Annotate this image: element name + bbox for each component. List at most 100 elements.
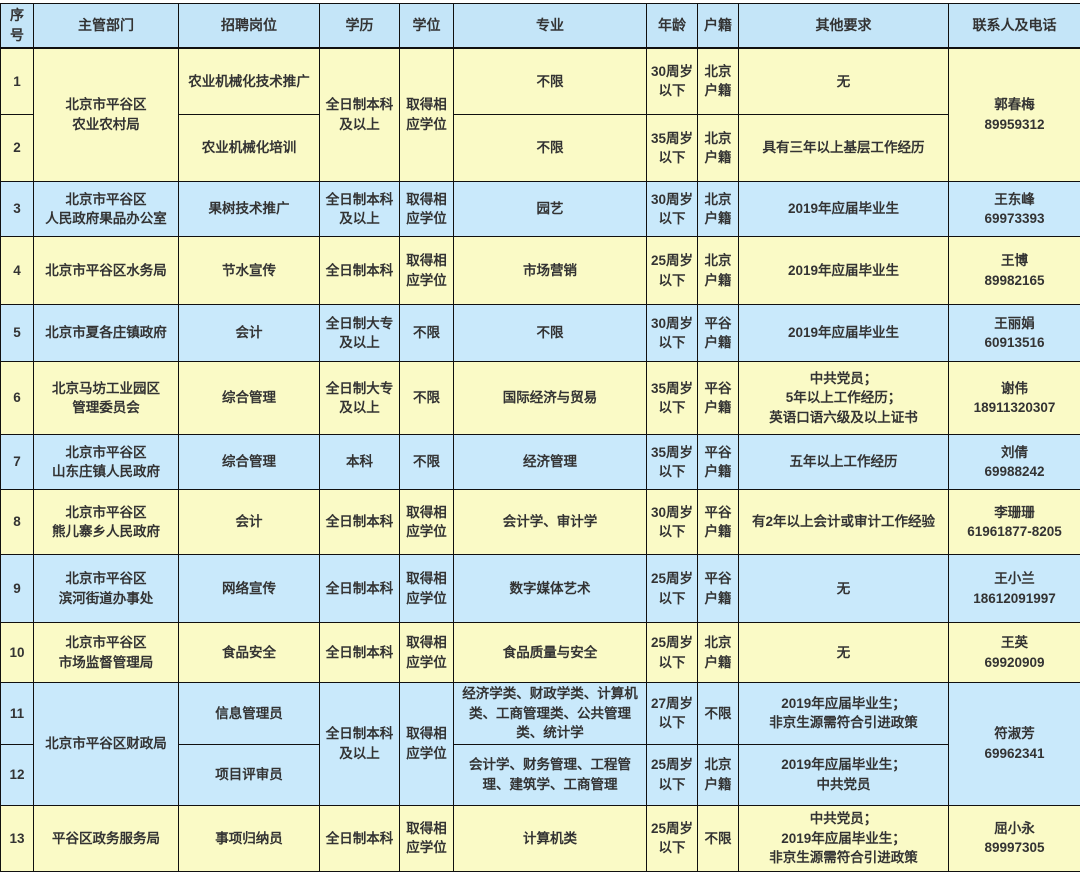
cell-serial: 11 — [1, 683, 34, 745]
cell-hukou: 不限 — [698, 683, 739, 745]
cell-hukou: 不限 — [698, 805, 739, 871]
cell-education: 本科 — [320, 435, 400, 490]
cell-position: 网络宣传 — [179, 555, 320, 623]
cell-contact: 符淑芳 69962341 — [949, 683, 1080, 806]
cell-age: 30周岁 以下 — [647, 182, 698, 237]
cell-department: 北京市平谷区 滨河街道办事处 — [34, 555, 179, 623]
cell-position: 综合管理 — [179, 362, 320, 435]
table-row: 10 北京市平谷区 市场监督管理局 食品安全 全日制本科 取得相 应学位 食品质… — [1, 623, 1080, 683]
cell-contact: 屈小永 89997305 — [949, 805, 1080, 871]
cell-education: 全日制本科 — [320, 490, 400, 555]
cell-hukou: 北京 户籍 — [698, 237, 739, 305]
cell-education: 全日制本科 — [320, 623, 400, 683]
cell-serial: 12 — [1, 744, 34, 805]
table-row: 3 北京市平谷区 人民政府果品办公室 果树技术推广 全日制本科 及以上 取得相 … — [1, 182, 1080, 237]
cell-position: 项目评审员 — [179, 744, 320, 805]
cell-position: 事项归纳员 — [179, 805, 320, 871]
cell-education: 全日制大专 及以上 — [320, 305, 400, 362]
header-serial: 序号 — [1, 4, 34, 48]
cell-position: 会计 — [179, 305, 320, 362]
header-row: 序号 主管部门 招聘岗位 学历 学位 专业 年龄 户籍 其他要求 联系人及电话 — [1, 4, 1080, 48]
cell-other-requirements: 有2年以上会计或审计工作经验 — [739, 490, 949, 555]
cell-contact: 郭春梅 89959312 — [949, 48, 1080, 182]
cell-education: 全日制大专 及以上 — [320, 362, 400, 435]
cell-degree: 取得相 应学位 — [400, 182, 454, 237]
cell-department: 北京市平谷区 市场监督管理局 — [34, 623, 179, 683]
cell-position: 农业机械化培训 — [179, 115, 320, 182]
cell-serial: 7 — [1, 435, 34, 490]
header-age: 年龄 — [647, 4, 698, 48]
cell-serial: 6 — [1, 362, 34, 435]
cell-degree: 取得相 应学位 — [400, 683, 454, 806]
cell-serial: 5 — [1, 305, 34, 362]
cell-major: 会计学、财务管理、工程管理、建筑学、工商管理 — [454, 744, 647, 805]
cell-department: 北京马坊工业园区 管理委员会 — [34, 362, 179, 435]
cell-serial: 1 — [1, 48, 34, 115]
cell-department: 北京市平谷区 人民政府果品办公室 — [34, 182, 179, 237]
cell-contact: 王英 69920909 — [949, 623, 1080, 683]
cell-hukou: 北京 户籍 — [698, 744, 739, 805]
header-education: 学历 — [320, 4, 400, 48]
cell-other-requirements: 2019年应届毕业生； 非京生源需符合引进政策 — [739, 683, 949, 745]
table-row: 8 北京市平谷区 熊儿寨乡人民政府 会计 全日制本科 取得相 应学位 会计学、审… — [1, 490, 1080, 555]
cell-degree: 取得相 应学位 — [400, 237, 454, 305]
cell-education: 全日制本科 及以上 — [320, 182, 400, 237]
cell-department: 北京市平谷区 农业农村局 — [34, 48, 179, 182]
cell-major: 不限 — [454, 305, 647, 362]
header-position: 招聘岗位 — [179, 4, 320, 48]
cell-other-requirements: 无 — [739, 48, 949, 115]
header-department: 主管部门 — [34, 4, 179, 48]
cell-age: 25周岁 以下 — [647, 237, 698, 305]
cell-contact: 李珊珊 61961877-8205 — [949, 490, 1080, 555]
cell-age: 25周岁 以下 — [647, 623, 698, 683]
header-other-requirements: 其他要求 — [739, 4, 949, 48]
table-row: 4 北京市平谷区水务局 节水宣传 全日制本科 取得相 应学位 市场营销 25周岁… — [1, 237, 1080, 305]
cell-contact: 谢伟 18911320307 — [949, 362, 1080, 435]
cell-major: 食品质量与安全 — [454, 623, 647, 683]
cell-education: 全日制本科 — [320, 555, 400, 623]
cell-hukou: 平谷 户籍 — [698, 555, 739, 623]
cell-hukou: 平谷 户籍 — [698, 435, 739, 490]
cell-contact: 王博 89982165 — [949, 237, 1080, 305]
cell-other-requirements: 2019年应届毕业生 — [739, 237, 949, 305]
cell-major: 国际经济与贸易 — [454, 362, 647, 435]
cell-other-requirements: 五年以上工作经历 — [739, 435, 949, 490]
cell-department: 北京市平谷区 熊儿寨乡人民政府 — [34, 490, 179, 555]
header-hukou: 户籍 — [698, 4, 739, 48]
table-row: 9 北京市平谷区 滨河街道办事处 网络宣传 全日制本科 取得相 应学位 数字媒体… — [1, 555, 1080, 623]
cell-position: 农业机械化技术推广 — [179, 48, 320, 115]
table-row: 11 北京市平谷区财政局 信息管理员 全日制本科 及以上 取得相 应学位 经济学… — [1, 683, 1080, 745]
cell-degree: 取得相 应学位 — [400, 48, 454, 182]
cell-hukou: 北京 户籍 — [698, 115, 739, 182]
cell-education: 全日制本科 — [320, 237, 400, 305]
cell-major: 市场营销 — [454, 237, 647, 305]
cell-other-requirements: 2019年应届毕业生 — [739, 182, 949, 237]
header-major: 专业 — [454, 4, 647, 48]
cell-education: 全日制本科 及以上 — [320, 48, 400, 182]
cell-age: 30周岁 以下 — [647, 490, 698, 555]
cell-major: 数字媒体艺术 — [454, 555, 647, 623]
cell-position: 节水宣传 — [179, 237, 320, 305]
cell-position: 综合管理 — [179, 435, 320, 490]
cell-serial: 9 — [1, 555, 34, 623]
cell-hukou: 平谷 户籍 — [698, 305, 739, 362]
cell-serial: 10 — [1, 623, 34, 683]
cell-age: 27周岁 以下 — [647, 683, 698, 745]
cell-degree: 不限 — [400, 362, 454, 435]
cell-age: 25周岁 以下 — [647, 555, 698, 623]
cell-position: 食品安全 — [179, 623, 320, 683]
cell-other-requirements: 无 — [739, 623, 949, 683]
cell-other-requirements: 中共党员； 2019年应届毕业生； 非京生源需符合引进政策 — [739, 805, 949, 871]
cell-major: 经济学类、财政学类、计算机类、工商管理类、公共管理类、统计学 — [454, 683, 647, 745]
cell-hukou: 平谷 户籍 — [698, 490, 739, 555]
cell-department: 北京市平谷区财政局 — [34, 683, 179, 806]
cell-serial: 3 — [1, 182, 34, 237]
cell-degree: 取得相 应学位 — [400, 623, 454, 683]
cell-age: 35周岁 以下 — [647, 115, 698, 182]
table-row: 7 北京市平谷区 山东庄镇人民政府 综合管理 本科 不限 经济管理 35周岁 以… — [1, 435, 1080, 490]
cell-hukou: 北京 户籍 — [698, 182, 739, 237]
cell-major: 计算机类 — [454, 805, 647, 871]
cell-age: 35周岁 以下 — [647, 362, 698, 435]
cell-major: 经济管理 — [454, 435, 647, 490]
